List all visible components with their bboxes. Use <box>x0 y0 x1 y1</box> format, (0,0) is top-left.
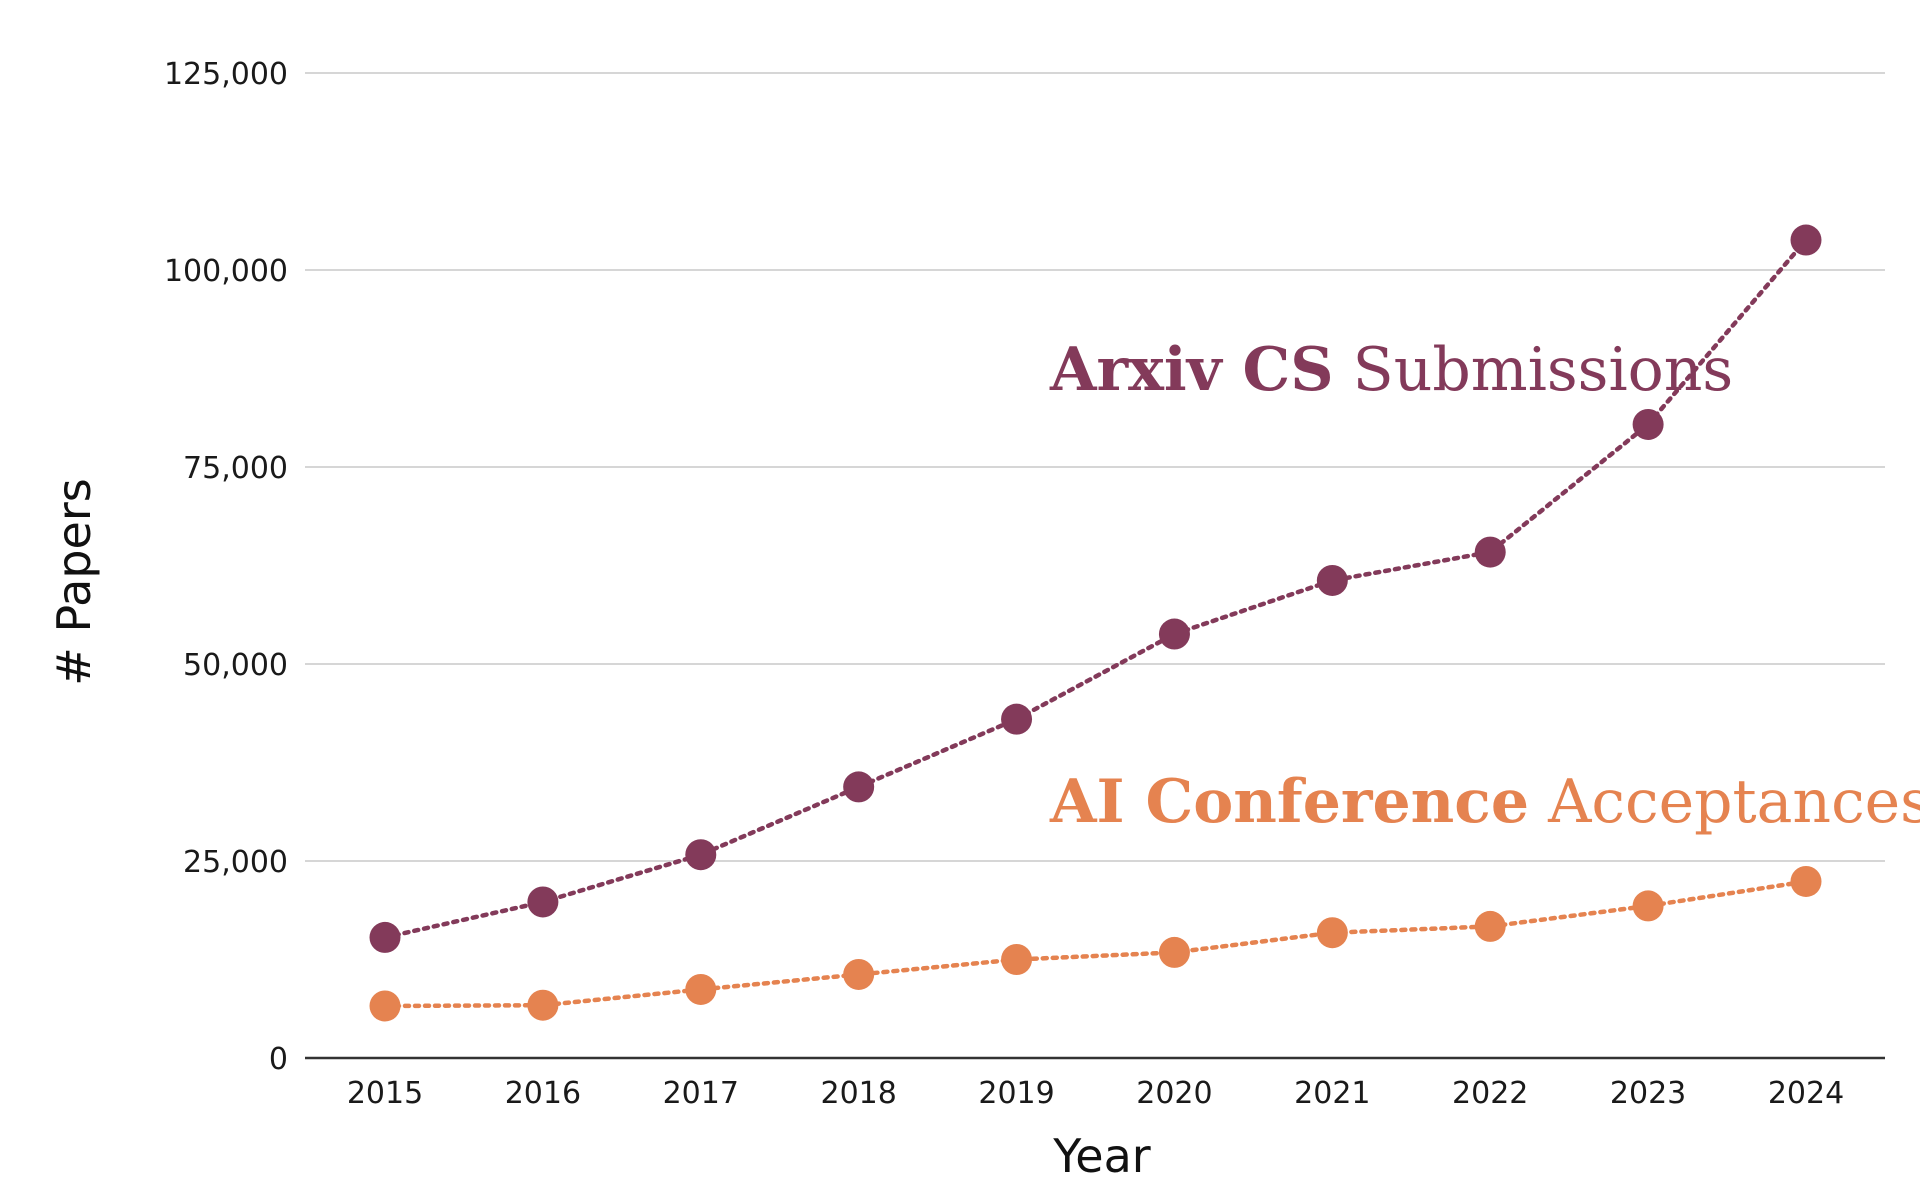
data-point <box>843 958 875 990</box>
x-tick-label: 2017 <box>663 1076 739 1111</box>
data-point <box>685 839 717 871</box>
legend-label-conference-bold: AI Conference <box>1049 767 1529 837</box>
data-point <box>1316 564 1348 596</box>
data-point <box>369 921 401 953</box>
data-point <box>1001 703 1033 735</box>
data-point <box>1474 536 1506 568</box>
y-tick-label: 50,000 <box>183 648 288 683</box>
legend-label-conference-regular: Acceptances <box>1547 767 1920 837</box>
x-tick-label: 2024 <box>1768 1076 1844 1111</box>
legend-label-arxiv-space <box>1334 335 1353 405</box>
data-point <box>1790 224 1822 256</box>
x-tick-label: 2022 <box>1452 1076 1528 1111</box>
data-point <box>1632 408 1664 440</box>
data-point <box>1158 936 1190 968</box>
legend-label-conference: AI Conference Acceptances <box>1049 767 1920 837</box>
x-tick-label: 2021 <box>1294 1076 1370 1111</box>
x-tick-label: 2016 <box>505 1076 581 1111</box>
legend-label-conference-space <box>1529 767 1548 837</box>
data-point <box>1316 917 1348 949</box>
series-layer <box>369 224 1822 1022</box>
series-line <box>382 879 1809 1009</box>
y-axis-title: # Papers <box>47 478 101 685</box>
series-0 <box>369 224 1822 953</box>
data-point <box>685 973 717 1005</box>
x-axis-title: Year <box>1052 1129 1150 1183</box>
x-tick-label: 2015 <box>347 1076 423 1111</box>
series-line <box>382 237 1809 940</box>
legend-label-arxiv-regular: Submissions <box>1353 335 1734 405</box>
data-point <box>369 990 401 1022</box>
series-1 <box>369 865 1822 1022</box>
x-tick-label: 2020 <box>1136 1076 1212 1111</box>
gridlines <box>305 72 1885 862</box>
y-tick-label: 25,000 <box>183 845 288 880</box>
y-axis-ticks: 0 25,000 50,000 75,000 100,000 125,000 <box>164 57 288 1077</box>
y-tick-label: 125,000 <box>164 57 288 92</box>
legend-label-arxiv-bold: Arxiv CS <box>1049 335 1334 405</box>
data-point <box>1158 618 1190 650</box>
legend-label-arxiv: Arxiv CS Submissions <box>1049 335 1733 405</box>
data-point <box>843 771 875 803</box>
data-point <box>527 886 559 918</box>
y-tick-label: 100,000 <box>164 254 288 289</box>
x-tick-label: 2019 <box>978 1076 1054 1111</box>
data-point <box>1790 865 1822 897</box>
data-point <box>1632 890 1664 922</box>
x-tick-label: 2018 <box>820 1076 896 1111</box>
data-point <box>527 989 559 1021</box>
y-tick-label: 0 <box>269 1042 288 1077</box>
y-tick-label: 75,000 <box>183 451 288 486</box>
data-point <box>1474 910 1506 942</box>
x-tick-label: 2023 <box>1610 1076 1686 1111</box>
x-axis-ticks: 2015 2016 2017 2018 2019 2020 2021 2022 2023 2024 <box>347 1076 1844 1111</box>
data-point <box>1001 944 1033 975</box>
